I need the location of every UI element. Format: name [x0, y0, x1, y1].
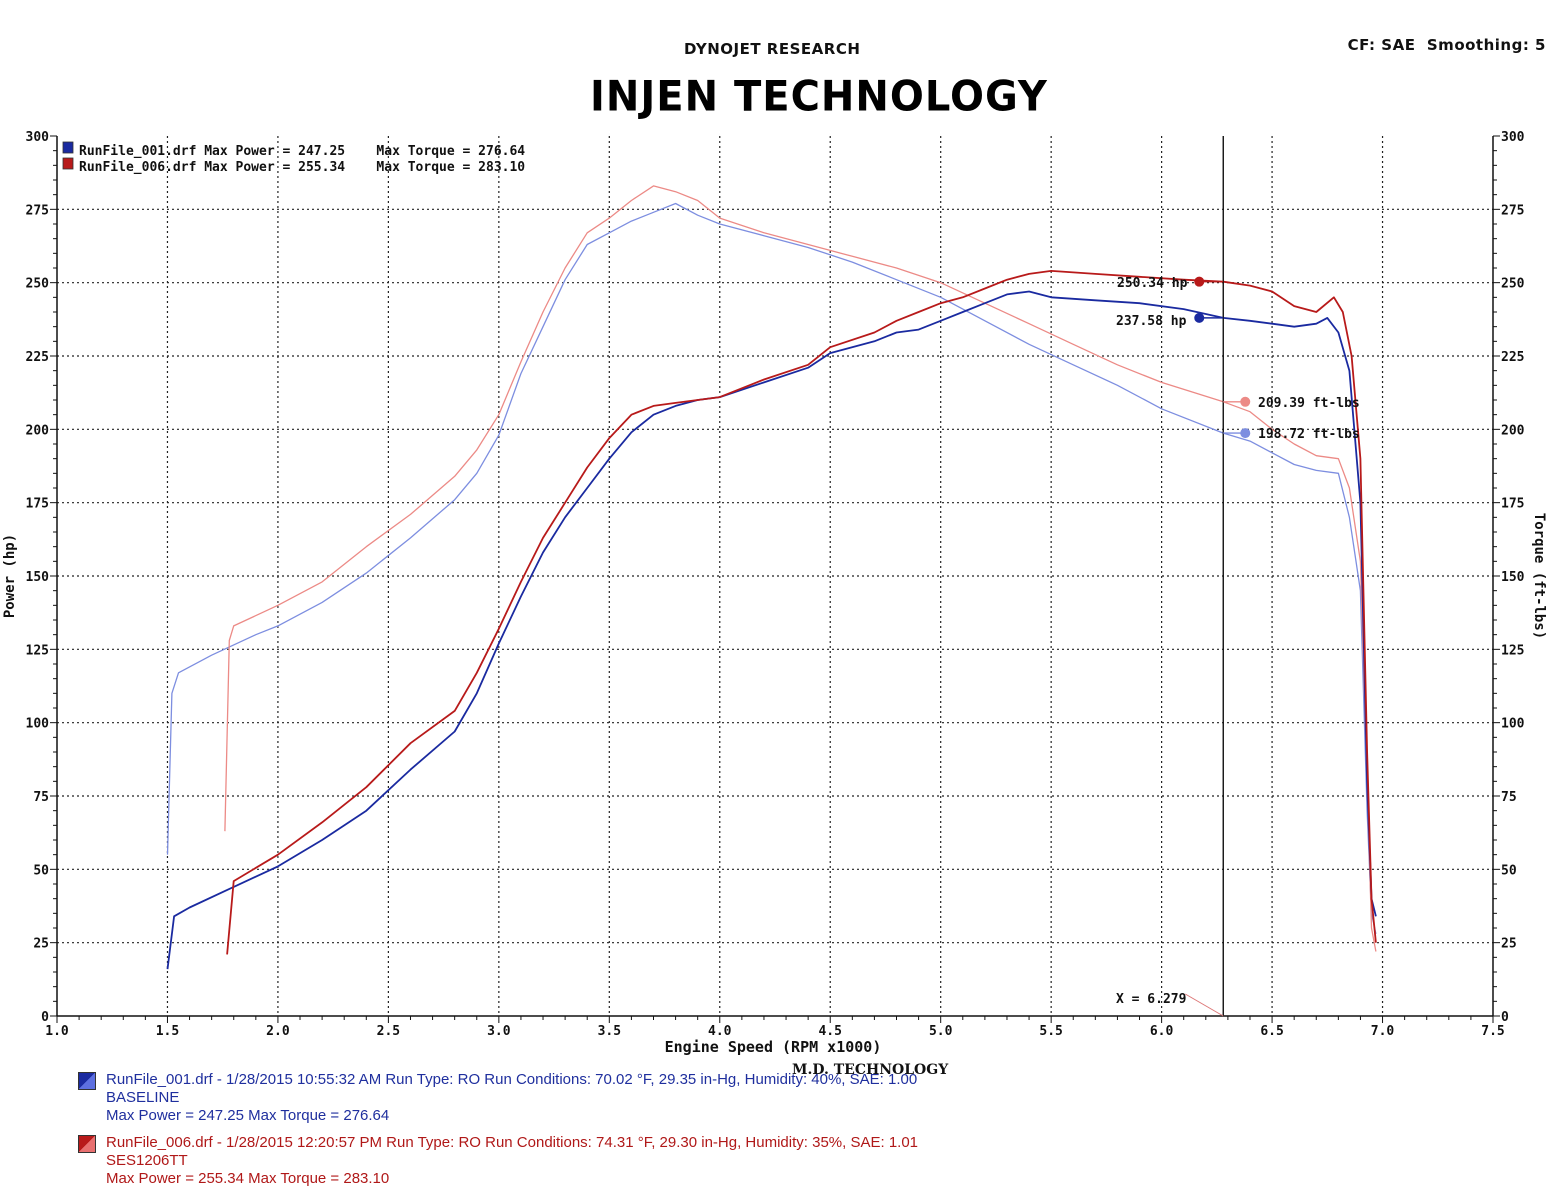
footer-swatch-run1	[78, 1072, 96, 1090]
y-tick-label: 100	[26, 717, 50, 732]
baseline-power-line	[166, 290, 1377, 970]
y-tick-label: 25	[33, 937, 49, 952]
cursor-pointer-line	[1185, 993, 1224, 1017]
x-tick-label: 1.5	[156, 1024, 179, 1039]
chart-series	[166, 185, 1377, 970]
y-tick-label: 300	[26, 130, 50, 145]
baseline-power-marker	[1194, 312, 1205, 323]
y2-tick-label: 75	[1501, 790, 1517, 805]
y-tick-label: 75	[33, 790, 49, 805]
readout-ses-power: 250.34 hp	[1117, 276, 1188, 291]
y2-tick-label: 25	[1501, 937, 1517, 952]
x-tick-label: 3.0	[487, 1024, 511, 1039]
ses-torque-line	[224, 185, 1377, 952]
chart-axes: 0 0 25 25 50 50 75 75 100 100 125 125 150 150 175 175 20…	[26, 130, 1525, 1039]
legend-run1-text: RunFile_001.drf Max Power = 247.25 Max T…	[79, 144, 525, 159]
baseline-torque-marker	[1240, 428, 1251, 439]
y2-tick-label: 100	[1501, 717, 1525, 732]
x-axis-label: Engine Speed (RPM x1000)	[665, 1038, 882, 1056]
footer-run1-max: Max Power = 247.25 Max Torque = 276.64	[106, 1107, 390, 1124]
y-tick-label: 250	[26, 277, 50, 292]
x-tick-label: 6.0	[1150, 1024, 1174, 1039]
footer-run1-name: BASELINE	[106, 1089, 180, 1106]
footer-swatch-run2	[78, 1135, 96, 1153]
cursor-x-label: X = 6.279	[1116, 992, 1186, 1007]
chart-legend: RunFile_001.drf Max Power = 247.25 Max T…	[62, 141, 525, 175]
y-axis-label: Power (hp)	[2, 534, 18, 618]
y2-tick-label: 0	[1501, 1010, 1509, 1025]
y2-tick-label: 225	[1501, 350, 1524, 365]
footer-run2-line1: RunFile_006.drf - 1/28/2015 12:20:57 PM …	[106, 1134, 919, 1151]
readout-baseline-torque: 198.72 ft-lbs	[1258, 427, 1360, 442]
y2-tick-label: 50	[1501, 863, 1517, 878]
y2-tick-label: 275	[1501, 203, 1524, 218]
y-tick-label: 200	[26, 423, 50, 438]
x-tick-label: 2.5	[377, 1024, 400, 1039]
footer-run1-line1: RunFile_001.drf - 1/28/2015 10:55:32 AM …	[106, 1071, 918, 1088]
ses-power-line	[226, 270, 1377, 955]
chart-grid	[57, 136, 1493, 1016]
y2-tick-label: 300	[1501, 130, 1525, 145]
y2-tick-label: 175	[1501, 497, 1524, 512]
readout-ses-torque: 209.39 ft-lbs	[1258, 396, 1360, 411]
ses-torque-marker	[1240, 396, 1251, 407]
y-tick-label: 50	[33, 863, 49, 878]
x-tick-label: 7.5	[1481, 1024, 1504, 1039]
x-tick-label: 1.0	[45, 1024, 69, 1039]
y2-tick-label: 200	[1501, 423, 1525, 438]
y2-tick-label: 150	[1501, 570, 1525, 585]
y-tick-label: 150	[26, 570, 50, 585]
readout-baseline-power: 237.58 hp	[1116, 314, 1187, 329]
footer-run2-name: SES1206TT	[106, 1152, 188, 1169]
y2-axis-label: Torque (ft-lbs)	[1531, 513, 1547, 639]
dyno-chart: 0 0 25 25 50 50 75 75 100 100 125 125 150 150 175 175 20…	[2, 130, 1547, 1056]
x-tick-label: 7.0	[1371, 1024, 1395, 1039]
baseline-torque-line	[166, 202, 1377, 935]
chart-cursor	[1185, 136, 1251, 1017]
footer-run2-max: Max Power = 255.34 Max Torque = 283.10	[106, 1170, 390, 1187]
legend-swatch-run2	[62, 157, 74, 170]
y2-tick-label: 250	[1501, 277, 1525, 292]
y-tick-label: 225	[26, 350, 49, 365]
y-tick-label: 275	[26, 203, 49, 218]
x-tick-label: 3.5	[598, 1024, 621, 1039]
y-tick-label: 175	[26, 497, 49, 512]
x-tick-label: 6.5	[1260, 1024, 1283, 1039]
legend-swatch-run1	[62, 141, 74, 154]
y-tick-label: 0	[41, 1010, 49, 1025]
x-tick-label: 5.0	[929, 1024, 953, 1039]
settings-label: CF: SAE Smoothing: 5	[1347, 36, 1546, 54]
x-tick-label: 2.0	[266, 1024, 290, 1039]
brand-title: INJEN TECHNOLOGY	[590, 72, 1048, 122]
company-title: DYNOJET RESEARCH	[684, 40, 861, 58]
y2-tick-label: 125	[1501, 643, 1524, 658]
x-tick-label: 4.5	[818, 1024, 841, 1039]
y-tick-label: 125	[26, 643, 49, 658]
legend-run2-text: RunFile_006.drf Max Power = 255.34 Max T…	[79, 160, 525, 175]
watermark: M.D. TECHNOLOGY	[792, 1062, 949, 1078]
x-tick-label: 5.5	[1039, 1024, 1062, 1039]
x-tick-label: 4.0	[708, 1024, 732, 1039]
ses-power-marker	[1194, 276, 1205, 287]
